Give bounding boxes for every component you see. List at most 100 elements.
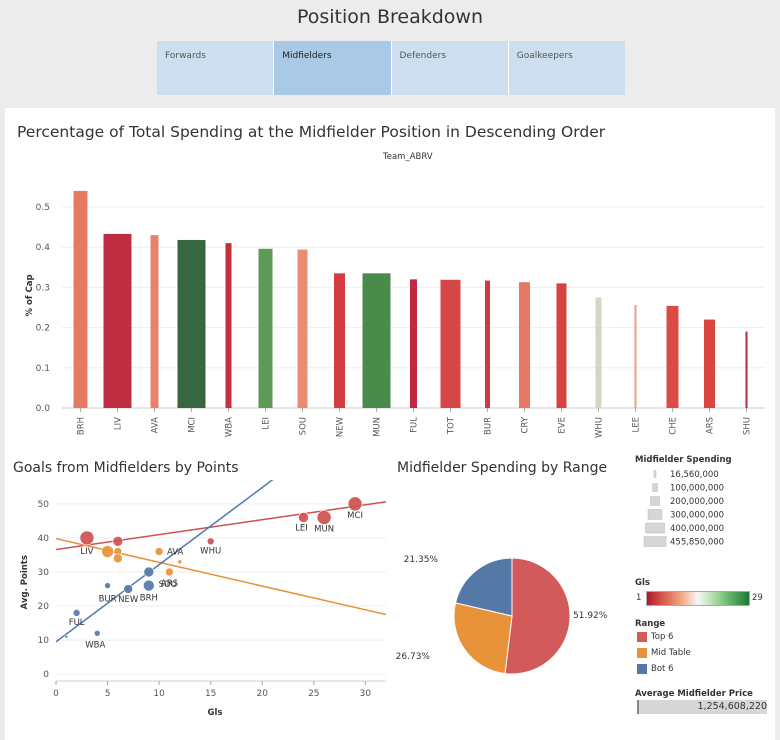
bar-BRH: [73, 190, 88, 408]
range-swatch-midtable: [637, 648, 647, 658]
tab-midfielders[interactable]: Midfielders: [274, 41, 392, 95]
scatter-chart: 0 10 20 30 40 50 0 5 10 15 20 25 30 Gls Avg. Points MCI…: [20, 480, 386, 718]
size-legend-label: 200,000,000: [670, 497, 724, 507]
scatter-point: [143, 566, 155, 578]
bar-xtick-label: CRY: [521, 416, 531, 433]
bar-MUN: [362, 273, 391, 408]
scatter-point-label: MUN: [314, 524, 334, 534]
size-legend-label: 400,000,000: [670, 524, 724, 534]
bar-xtick-label: EVE: [558, 417, 568, 434]
scatter-chart-title: Goals from Midfielders by Points: [13, 460, 239, 476]
scatter-point-label: MCI: [347, 511, 363, 521]
scatter-point-label: WBA: [85, 640, 105, 650]
bar-xtick-label: TOT: [447, 416, 457, 435]
size-legend-title: Midfielder Spending: [635, 455, 732, 465]
pie-chart-title: Midfielder Spending by Range: [397, 460, 608, 476]
tab-forwards[interactable]: Forwards: [157, 41, 275, 95]
bar-xtick-label: ARS: [706, 417, 716, 434]
range-swatch-top6: [637, 632, 647, 642]
gls-color-ramp: [646, 591, 750, 606]
scatter-point: [113, 553, 123, 564]
bar-ytick-label: 0.1: [36, 364, 50, 374]
gls-max-label: 29: [752, 593, 763, 603]
size-legend-label: 16,560,000: [670, 470, 719, 480]
bar-SOU: [297, 249, 308, 408]
scatter-ytick-label: 40: [38, 534, 50, 544]
position-tabs: Forwards Midfielders Defenders Goalkeepe…: [157, 41, 625, 95]
bar-xtick-label: LEI: [262, 417, 272, 430]
pie-slice-top-6: [504, 557, 571, 675]
range-swatch-bot6: [637, 664, 647, 674]
bar-ytick-label: 0.3: [36, 283, 50, 293]
pie-slice-label: 21.35%: [404, 555, 439, 565]
bar-xtick-label: WBA: [225, 417, 235, 437]
range-label-midtable: Mid Table: [651, 648, 691, 658]
bar-CRY: [519, 282, 530, 408]
range-label-bot6: Bot 6: [651, 664, 674, 674]
scatter-xtick-label: 15: [205, 689, 216, 699]
bar-FUL: [410, 279, 417, 408]
bar-ylabel: % of Cap: [25, 274, 35, 316]
scatter-point: [93, 630, 101, 637]
tab-defenders[interactable]: Defenders: [391, 41, 509, 95]
size-legend-swatch: [645, 522, 665, 534]
bar-xtick-label: WHU: [595, 417, 605, 438]
size-legend: 16,560,000 100,000,000 200,000,000 300,000,…: [643, 470, 724, 548]
bar-NEW: [334, 273, 345, 408]
bar-xtick-label: SHU: [743, 417, 753, 435]
scatter-xlabel: Gls: [208, 708, 223, 718]
scatter-point-label: BRH: [140, 594, 158, 604]
tab-goalkeepers[interactable]: Goalkeepers: [508, 41, 625, 95]
bar-xtick-label: BRH: [77, 417, 87, 435]
scatter-point-label: BUR: [99, 595, 117, 605]
size-legend-label: 100,000,000: [670, 484, 724, 494]
bar-ARS: [704, 319, 715, 408]
bar-CHE: [666, 305, 679, 408]
scatter-point: [72, 609, 81, 617]
range-legend-title: Range: [635, 619, 666, 629]
bar-chart-title: Percentage of Total Spending at the Midf…: [17, 123, 606, 141]
pie-chart: 51.92% 26.73% 21.35%: [396, 555, 608, 675]
scatter-point-label: NEW: [118, 595, 139, 605]
bar-ytick-label: 0.4: [36, 243, 51, 253]
bar-chart: 0.0 0.1 0.2 0.3 0.4 0.5 % of Cap BRH LIV AVA MCI WB…: [25, 190, 765, 438]
trend-line: [56, 480, 274, 643]
scatter-xtick-label: 20: [257, 689, 269, 699]
scatter-xtick-label: 10: [153, 689, 165, 699]
scatter-point: [177, 559, 183, 565]
bar-BUR: [485, 280, 490, 408]
size-legend-swatch: [653, 470, 657, 478]
size-legend-swatch: [652, 483, 658, 492]
size-legend-label: 455,850,000: [670, 538, 724, 548]
pie-slice-bot-6: [454, 557, 513, 617]
bar-xtick-label: MCI: [188, 417, 198, 433]
bar-MCI: [177, 239, 206, 408]
bar-xtick-label: BUR: [484, 417, 494, 435]
scatter-point: [316, 510, 332, 525]
scatter-xtick-label: 30: [360, 689, 372, 699]
pie-slice-label: 26.73%: [396, 652, 431, 662]
range-label-top6: Top 6: [651, 632, 674, 642]
scatter-point: [64, 634, 69, 639]
scatter-point: [112, 536, 124, 547]
scatter-point-label: FUL: [69, 618, 85, 628]
bar-xtick-label: LIV: [114, 417, 124, 430]
avg-price-value: 1,254,608,220: [697, 701, 767, 712]
bar-xtick-label: AVA: [151, 417, 161, 434]
scatter-ylabel: Avg. Points: [20, 555, 30, 609]
scatter-point: [154, 547, 164, 556]
bar-xtick-label: NEW: [336, 416, 346, 437]
bar-xtick-label: SOU: [299, 417, 309, 435]
bar-xtick-label: CHE: [669, 417, 679, 435]
scatter-point-label: SOU: [159, 580, 177, 590]
bar-EVE: [556, 283, 567, 408]
page-title: Position Breakdown: [296, 6, 484, 28]
scatter-point-label: ARS: [161, 579, 178, 589]
scatter-point: [101, 545, 114, 558]
bar-ytick-label: 0.5: [36, 203, 50, 213]
bar-LEE: [634, 305, 637, 408]
scatter-plot-area: [56, 480, 386, 643]
bar-SHU: [745, 331, 748, 408]
bar-AVA: [150, 235, 159, 408]
bar-LIV: [103, 233, 132, 408]
